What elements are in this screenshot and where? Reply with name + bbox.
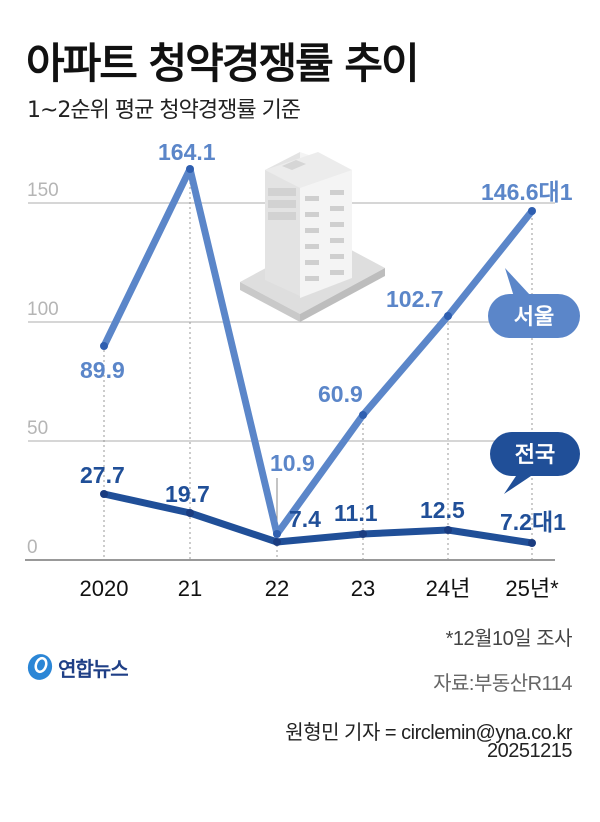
x-tick-24: 24년 [426, 576, 471, 601]
legend-bubble-national: 전국 [490, 432, 580, 494]
legend-bubble-seoul: 서울 [488, 268, 580, 338]
svg-text:전국: 전국 [515, 443, 555, 468]
subtitle: 1~2순위 평균 청약경쟁률 기준 [27, 98, 301, 123]
national-label-22: 7.4 [289, 506, 321, 532]
seoul-label-24: 102.7 [386, 286, 444, 312]
yonhap-logo-icon [27, 654, 53, 680]
national-label-2020: 27.7 [80, 462, 125, 488]
survey-note: *12월10일 조사 [445, 628, 573, 650]
logo-text: 연합뉴스 [58, 656, 129, 681]
line-chart: 150 100 50 0 [25, 139, 580, 601]
page-title: 아파트 청약경쟁률 추이 [26, 39, 420, 88]
y-tick-0: 0 [27, 537, 38, 558]
x-tick-22: 22 [265, 576, 289, 601]
building-illustration [240, 152, 385, 322]
date: 20251215 [487, 740, 572, 762]
svg-text:서울: 서울 [514, 305, 554, 330]
seoul-label-22: 10.9 [270, 450, 315, 476]
national-label-25: 7.2대1 [500, 509, 566, 535]
source: 자료:부동산R114 [433, 673, 572, 695]
x-tick-21: 21 [178, 576, 202, 601]
y-tick-150: 150 [27, 180, 59, 201]
national-label-23: 11.1 [334, 500, 378, 526]
seoul-points [100, 165, 536, 538]
seoul-label-23: 60.9 [318, 381, 363, 407]
yonhap-logo: 연합뉴스 [26, 652, 129, 682]
seoul-label-25: 146.6대1 [481, 179, 573, 205]
national-line [100, 490, 536, 547]
seoul-label-21: 164.1 [158, 139, 216, 165]
x-tick-23: 23 [351, 576, 375, 601]
byline: 원형민 기자 = circlemin@yna.co.kr [285, 722, 572, 744]
y-tick-100: 100 [27, 299, 59, 320]
national-points [100, 490, 536, 547]
y-tick-50: 50 [27, 418, 48, 439]
national-label-21: 19.7 [165, 481, 210, 507]
national-label-24: 12.5 [420, 497, 465, 523]
seoul-line [100, 165, 536, 538]
x-tick-2020: 2020 [80, 576, 129, 601]
x-tick-25: 25년* [505, 576, 559, 601]
seoul-label-2020: 89.9 [80, 357, 125, 383]
